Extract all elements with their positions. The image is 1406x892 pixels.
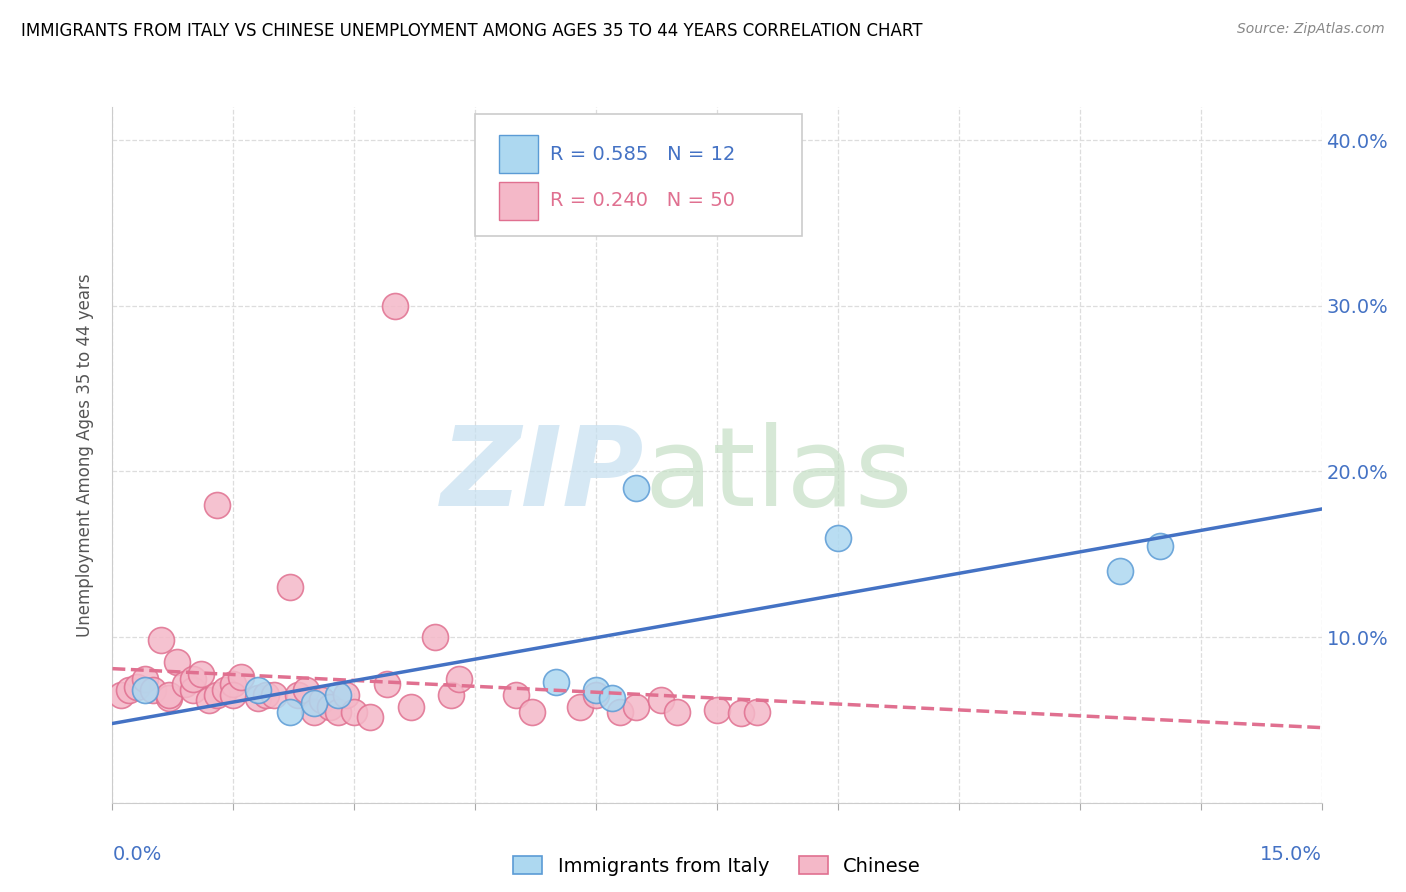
Point: [287, 688, 309, 702]
Point: [181, 672, 204, 686]
Point: [157, 691, 180, 706]
Point: [440, 688, 463, 702]
Point: [190, 666, 212, 681]
Point: [134, 683, 156, 698]
Point: [449, 672, 471, 686]
Point: [328, 705, 350, 719]
FancyBboxPatch shape: [475, 114, 801, 235]
Point: [569, 699, 592, 714]
Point: [222, 676, 245, 690]
Text: atlas: atlas: [644, 422, 912, 529]
Point: [311, 693, 333, 707]
Point: [157, 688, 180, 702]
Text: 15.0%: 15.0%: [1260, 845, 1322, 863]
Point: [246, 683, 269, 698]
Point: [585, 688, 607, 702]
Point: [520, 705, 543, 719]
Text: R = 0.585   N = 12: R = 0.585 N = 12: [550, 145, 735, 164]
Point: [328, 688, 350, 702]
Point: [278, 581, 301, 595]
FancyBboxPatch shape: [499, 136, 538, 173]
Point: [665, 705, 688, 719]
Point: [1109, 564, 1132, 578]
Point: [134, 672, 156, 686]
Point: [343, 705, 366, 719]
Point: [246, 691, 269, 706]
Point: [423, 630, 446, 644]
FancyBboxPatch shape: [499, 182, 538, 220]
Point: [222, 688, 245, 702]
Point: [384, 299, 406, 313]
Point: [254, 688, 277, 702]
Point: [295, 683, 318, 698]
Point: [214, 683, 236, 698]
Point: [174, 676, 197, 690]
Point: [263, 688, 285, 702]
Point: [117, 683, 139, 698]
Legend: Immigrants from Italy, Chinese: Immigrants from Italy, Chinese: [505, 848, 929, 884]
Point: [650, 693, 672, 707]
Point: [730, 706, 752, 721]
Point: [278, 705, 301, 719]
Point: [626, 481, 648, 495]
Point: [207, 498, 229, 512]
Point: [149, 633, 172, 648]
Point: [125, 680, 148, 694]
Point: [198, 693, 221, 707]
Point: [544, 674, 567, 689]
Text: R = 0.240   N = 50: R = 0.240 N = 50: [550, 192, 735, 211]
Point: [231, 670, 253, 684]
Point: [505, 688, 527, 702]
Point: [626, 699, 648, 714]
Point: [142, 683, 165, 698]
Point: [706, 703, 728, 717]
Point: [319, 699, 342, 714]
Point: [1149, 539, 1171, 553]
Point: [335, 688, 357, 702]
Y-axis label: Unemployment Among Ages 35 to 44 years: Unemployment Among Ages 35 to 44 years: [76, 273, 94, 637]
Point: [359, 709, 381, 723]
Text: ZIP: ZIP: [441, 422, 644, 529]
Point: [609, 705, 631, 719]
Point: [747, 705, 769, 719]
Point: [166, 655, 188, 669]
Point: [207, 688, 229, 702]
Text: IMMIGRANTS FROM ITALY VS CHINESE UNEMPLOYMENT AMONG AGES 35 TO 44 YEARS CORRELAT: IMMIGRANTS FROM ITALY VS CHINESE UNEMPLO…: [21, 22, 922, 40]
Point: [302, 697, 325, 711]
Point: [585, 683, 607, 698]
Point: [375, 676, 398, 690]
Point: [600, 691, 623, 706]
Point: [302, 705, 325, 719]
Point: [827, 531, 849, 545]
Text: Source: ZipAtlas.com: Source: ZipAtlas.com: [1237, 22, 1385, 37]
Point: [110, 688, 132, 702]
Point: [181, 683, 204, 698]
Text: 0.0%: 0.0%: [112, 845, 162, 863]
Point: [399, 699, 422, 714]
